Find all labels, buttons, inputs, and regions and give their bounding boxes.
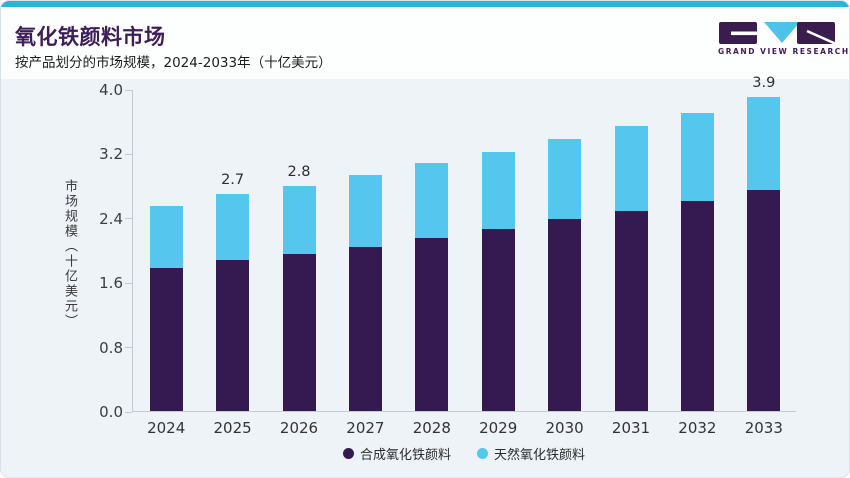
y-axis-tick xyxy=(125,347,132,349)
bar-2029 xyxy=(481,151,515,411)
legend-item-natural: 天然氧化铁颜料 xyxy=(477,444,585,463)
bar-segment-natural-2033 xyxy=(747,97,781,190)
x-axis-label-2031: 2031 xyxy=(611,419,651,437)
bar-segment-natural-2027 xyxy=(348,175,382,247)
bar-segment-synthetic-2024 xyxy=(149,267,183,411)
bar-2031 xyxy=(614,126,648,411)
bar-2032 xyxy=(680,113,714,411)
total-label-2033: 3.9 xyxy=(752,75,776,92)
x-axis-label-2032: 2032 xyxy=(678,419,717,437)
bar-segment-synthetic-2027 xyxy=(348,246,382,411)
bar-segment-synthetic-2032 xyxy=(680,200,714,411)
page-subtitle: 按产品划分的市场规模，2024-2033年（十亿美元） xyxy=(15,55,332,71)
y-axis-tick-label: 0.8 xyxy=(99,338,123,357)
bar-segment-natural-2032 xyxy=(680,113,714,201)
y-axis-title: 市场规模（十亿美元） xyxy=(62,179,77,329)
legend: 合成氧化铁颜料 天然氧化铁颜料 xyxy=(132,442,796,464)
bar-2027 xyxy=(348,175,382,411)
x-axis-label-2029: 2029 xyxy=(479,419,518,437)
bar-segment-synthetic-2029 xyxy=(481,229,515,411)
bar-2025 xyxy=(216,193,250,411)
bar-2026 xyxy=(282,185,316,411)
legend-dot-icon xyxy=(477,447,488,459)
header: 氧化铁颜料市场 按产品划分的市场规模，2024-2033年（十亿美元） GRAN… xyxy=(1,7,849,79)
x-axis-label-2028: 2028 xyxy=(412,419,451,437)
legend-label: 合成氧化铁颜料 xyxy=(359,447,451,463)
x-axis-label-2030: 2030 xyxy=(545,419,584,437)
legend-dot-icon xyxy=(342,447,354,459)
y-axis-tick xyxy=(125,282,132,284)
y-axis-tick xyxy=(125,411,132,413)
bar-2024 xyxy=(149,205,183,411)
y-axis-tick-label: 3.2 xyxy=(99,145,123,164)
plot-area: 0.0 0.8 1.6 2.4 3.2 4.0 2024 2.7 2025 2.8 2026 2027… xyxy=(99,75,796,437)
y-axis-tick-label: 1.6 xyxy=(99,274,123,293)
x-axis-label-2025: 2025 xyxy=(213,419,252,437)
y-axis-tick xyxy=(125,89,132,91)
bar-segment-natural-2026 xyxy=(282,185,316,255)
x-axis-label-2024: 2024 xyxy=(147,419,186,437)
page-title: 氧化铁颜料市场 xyxy=(15,25,166,49)
bar-2028 xyxy=(415,163,449,411)
gvr-logo-text: GRAND VIEW RESEARCH xyxy=(718,47,850,56)
x-axis-label-2027: 2027 xyxy=(346,419,385,437)
bar-2030 xyxy=(548,138,582,411)
bar-segment-synthetic-2033 xyxy=(747,189,781,411)
x-axis-label-2033: 2033 xyxy=(744,419,783,437)
y-axis-tick-label: 4.0 xyxy=(99,81,123,99)
bar-segment-synthetic-2031 xyxy=(614,210,648,411)
total-label-2026: 2.8 xyxy=(287,163,311,180)
y-axis-tick xyxy=(125,218,132,220)
bar-segment-synthetic-2025 xyxy=(216,260,250,411)
total-label-2025: 2.7 xyxy=(221,171,245,188)
y-axis-tick-label: 2.4 xyxy=(99,209,123,228)
top-accent-bar xyxy=(1,1,849,7)
bar-segment-natural-2030 xyxy=(548,138,582,220)
y-axis-tick-label: 0.0 xyxy=(99,403,123,421)
legend-label: 天然氧化铁颜料 xyxy=(494,447,586,463)
bar-2033 xyxy=(747,97,781,411)
bar-segment-natural-2025 xyxy=(216,193,250,261)
gvr-logo-icon xyxy=(719,22,835,44)
y-axis-tick xyxy=(125,153,132,155)
bar-segment-synthetic-2026 xyxy=(282,254,316,411)
bar-segment-synthetic-2028 xyxy=(415,237,449,411)
bar-segment-natural-2029 xyxy=(481,151,515,230)
legend-item-synthetic: 合成氧化铁颜料 xyxy=(342,444,451,463)
x-axis-label-2026: 2026 xyxy=(279,419,319,437)
bar-segment-synthetic-2030 xyxy=(548,219,582,411)
bar-segment-natural-2024 xyxy=(149,205,183,268)
chart-area: 市场规模（十亿美元） 0.0 0.8 1.6 2.4 3.2 4.0 2024 2.7 2025… xyxy=(1,75,849,477)
bar-segment-natural-2031 xyxy=(614,126,648,211)
gvr-logo: GRAND VIEW RESEARCH xyxy=(718,22,850,56)
bar-segment-natural-2028 xyxy=(415,163,449,238)
